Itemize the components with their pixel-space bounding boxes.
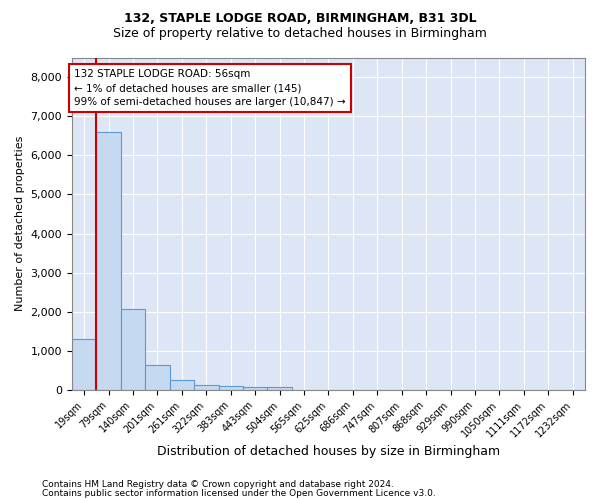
Y-axis label: Number of detached properties: Number of detached properties: [15, 136, 25, 312]
Bar: [97, 132, 121, 390]
Bar: [243, 387, 268, 390]
Bar: [121, 308, 145, 390]
Bar: [218, 386, 243, 390]
Bar: [194, 385, 218, 390]
Text: Contains public sector information licensed under the Open Government Licence v3: Contains public sector information licen…: [42, 488, 436, 498]
Bar: [170, 380, 194, 390]
Text: Contains HM Land Registry data © Crown copyright and database right 2024.: Contains HM Land Registry data © Crown c…: [42, 480, 394, 489]
Bar: [145, 364, 170, 390]
X-axis label: Distribution of detached houses by size in Birmingham: Distribution of detached houses by size …: [157, 444, 500, 458]
Text: Size of property relative to detached houses in Birmingham: Size of property relative to detached ho…: [113, 28, 487, 40]
Text: 132, STAPLE LODGE ROAD, BIRMINGHAM, B31 3DL: 132, STAPLE LODGE ROAD, BIRMINGHAM, B31 …: [124, 12, 476, 26]
Text: 132 STAPLE LODGE ROAD: 56sqm
← 1% of detached houses are smaller (145)
99% of se: 132 STAPLE LODGE ROAD: 56sqm ← 1% of det…: [74, 69, 346, 107]
Bar: [72, 339, 97, 390]
Bar: [268, 387, 292, 390]
